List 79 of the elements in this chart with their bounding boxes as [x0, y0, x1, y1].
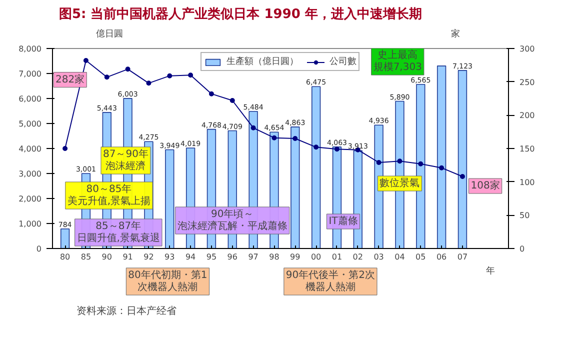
y-tick-label: 5,000 [18, 120, 42, 128]
point [146, 80, 152, 86]
bar [290, 126, 300, 248]
chart-title: 图5: 当前中国机器人产业类似日本 1990 年，进入中速增长期 [58, 6, 422, 22]
point [83, 58, 88, 63]
y2-tick-label: 50 [520, 211, 530, 220]
x-tick-label: 05 [416, 252, 426, 262]
point [125, 66, 130, 72]
y2-tick-label: 150 [520, 144, 535, 154]
y-axis-title: 億日圓 [96, 28, 124, 40]
x-tick-label: 01 [332, 252, 342, 262]
x-tick-label: 02 [352, 252, 363, 262]
x-tick-label: 85 [80, 252, 92, 262]
point [208, 91, 214, 96]
y-tick-label: 1,000 [18, 220, 42, 228]
point [314, 144, 319, 150]
y-tick-label: 4,000 [18, 144, 42, 154]
point [460, 174, 465, 179]
legend-label: 生產額（億日圓） [226, 56, 298, 68]
annotation: 數位景氣 [380, 177, 420, 189]
x-tick-label: 07 [457, 252, 468, 262]
point [104, 74, 110, 80]
x-tick-label: 99 [290, 252, 300, 262]
annotation: 282家 [56, 73, 85, 86]
y-tick-label: 8,000 [18, 44, 42, 54]
point [272, 135, 277, 140]
annotation: IT蕭條 [328, 215, 358, 227]
annotation: 史上最高規模7,303 [373, 48, 422, 74]
y2-tick-label: 0 [520, 244, 525, 254]
legend-label: 公司數 [330, 56, 356, 68]
x-tick-label: 91 [122, 252, 133, 262]
point [167, 73, 172, 78]
annotation: 108家 [470, 180, 500, 192]
x-tick-label: 98 [269, 252, 280, 262]
point [230, 98, 235, 103]
point [334, 146, 340, 152]
point [62, 146, 68, 151]
bar [436, 66, 446, 248]
y2-axis-title: 家 [451, 28, 460, 40]
x-tick-label: 03 [374, 252, 384, 262]
x-tick-label: 04 [394, 252, 405, 262]
point [439, 165, 444, 170]
x-tick-label: 92 [144, 252, 154, 262]
point [188, 72, 194, 78]
point [376, 160, 382, 165]
point [418, 161, 424, 166]
point [397, 158, 402, 164]
y-tick-label: 3,000 [18, 170, 42, 178]
x-tick-label: 93 [164, 252, 175, 262]
x-tick-label: 06 [436, 252, 447, 262]
annotation: 90年頃～泡沫經濟瓦解・平成蕭條 [177, 208, 288, 232]
y2-tick-label: 250 [520, 78, 535, 87]
point [292, 136, 298, 141]
annotation: 80～85年美元升值,景氣上揚 [67, 182, 151, 208]
y2-tick-label: 100 [520, 178, 535, 187]
annotation: 87～90年泡沫經濟 [102, 148, 148, 172]
y2-tick-label: 300 [520, 44, 535, 54]
x-tick-label: 80 [60, 252, 70, 262]
point [250, 125, 256, 130]
x-tick-label: 96 [227, 252, 238, 262]
text: 80年代初期・第1次機器人熱潮 [128, 268, 208, 294]
annotation: 85～87年日圓升值,景氣衰退 [76, 220, 160, 244]
bar [60, 228, 70, 248]
bar [165, 149, 174, 248]
bar [458, 70, 468, 248]
x-tick-label: 90 [102, 252, 112, 262]
text: 资料来源：日本产经省 [76, 305, 177, 317]
x-tick-label: 00 [310, 252, 322, 262]
x-tick-label: 95 [206, 252, 217, 262]
bar [311, 86, 321, 248]
y-tick-label: 0 [36, 244, 42, 254]
y-tick-label: 6,000 [18, 94, 42, 104]
x-axis-title: 年 [486, 266, 495, 276]
x-tick-label: 94 [185, 252, 196, 262]
y2-tick-label: 200 [520, 111, 535, 120]
x-tick-label: 97 [248, 252, 258, 262]
text: 90年代後半・第2次機器人熱潮 [286, 268, 375, 294]
y-tick-label: 2,000 [18, 194, 42, 204]
y-tick-label: 7,000 [18, 70, 42, 78]
